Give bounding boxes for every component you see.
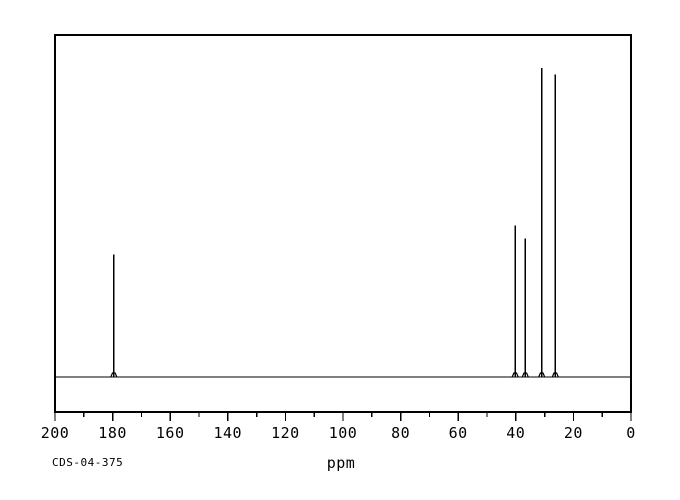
x-axis-tick-label: 20: [564, 424, 583, 442]
x-axis-tick-label: 120: [271, 424, 300, 442]
spectrum-trace: [56, 67, 630, 378]
sample-id-label: CDS-04-375: [52, 456, 123, 469]
x-axis-ticks: [54, 412, 632, 421]
x-axis-tick-labels: 200 180 160 140 120 100 80 60 40 20 0: [41, 424, 636, 442]
x-axis-tick-label: 40: [506, 424, 525, 442]
x-axis-tick-label: 200: [41, 424, 70, 442]
x-axis-tick-label: 160: [156, 424, 185, 442]
x-axis-title: ppm: [327, 454, 356, 472]
x-axis-tick-label: 60: [449, 424, 468, 442]
x-axis-tick-label: 140: [214, 424, 243, 442]
x-axis-tick-label: 0: [626, 424, 636, 442]
x-axis-tick-label: 80: [391, 424, 410, 442]
x-axis-tick-label: 100: [329, 424, 358, 442]
x-axis-tick-label: 180: [98, 424, 127, 442]
